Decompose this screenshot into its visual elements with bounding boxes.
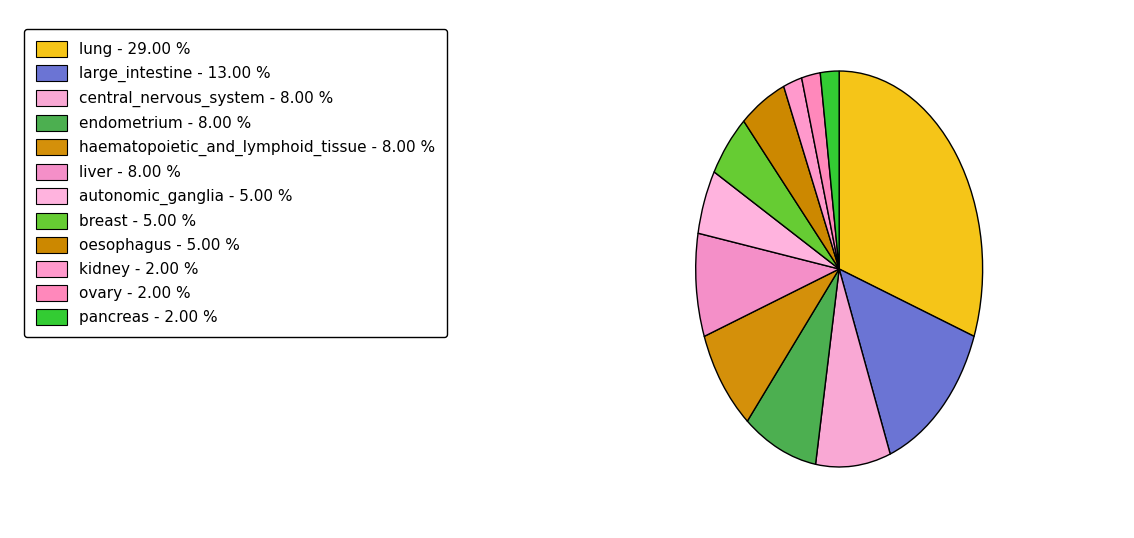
- Wedge shape: [815, 269, 890, 467]
- Wedge shape: [744, 87, 839, 269]
- Wedge shape: [802, 73, 839, 269]
- Wedge shape: [839, 71, 983, 336]
- Wedge shape: [714, 121, 839, 269]
- Wedge shape: [695, 233, 839, 336]
- Wedge shape: [704, 269, 839, 421]
- Wedge shape: [699, 172, 839, 269]
- Wedge shape: [747, 269, 839, 464]
- Wedge shape: [839, 269, 974, 454]
- Wedge shape: [784, 78, 839, 269]
- Wedge shape: [820, 71, 839, 269]
- Legend: lung - 29.00 %, large_intestine - 13.00 %, central_nervous_system - 8.00 %, endo: lung - 29.00 %, large_intestine - 13.00 …: [24, 29, 447, 337]
